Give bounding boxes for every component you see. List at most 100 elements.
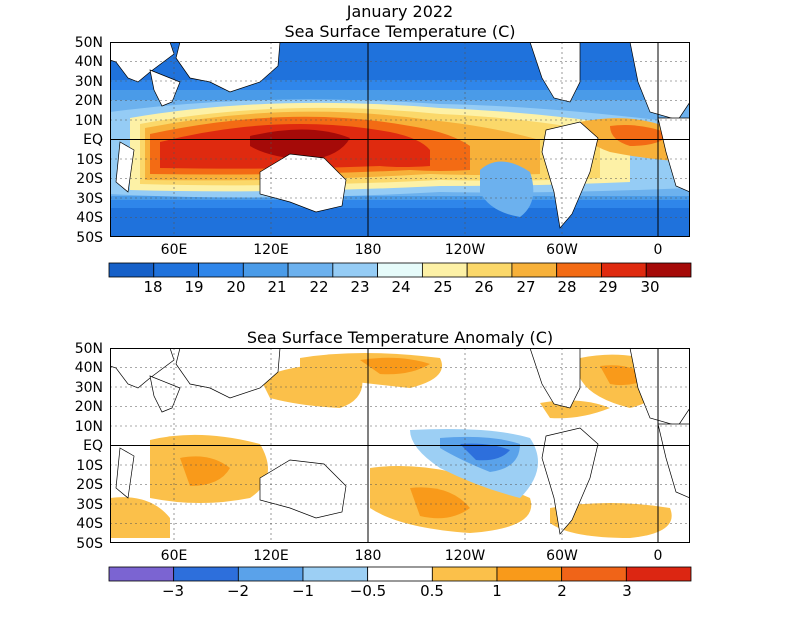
sst-land-asia — [175, 42, 281, 93]
anomaly-colorbar-label: 2 — [557, 582, 567, 600]
anomaly-lon-label: 180 — [354, 548, 382, 564]
anomaly-colorbar-swatch — [302, 566, 369, 582]
sst-colorbar-swatch — [198, 262, 244, 278]
anomaly-land-asia — [175, 348, 281, 399]
anomaly-map — [110, 348, 690, 543]
anomaly-lat-label: 30S — [76, 497, 103, 513]
sst-lat-label: 20N — [74, 93, 103, 109]
sst-colorbar-swatch — [287, 262, 334, 278]
anomaly-lon-label: 120E — [253, 548, 289, 564]
anomaly-lat-label: EQ — [83, 438, 103, 454]
sst-lat-label: 30S — [76, 191, 103, 207]
sst-land-australia — [259, 153, 347, 213]
sst-lat-label: 20S — [76, 171, 103, 187]
anomaly-colorbar-label: −3 — [161, 582, 185, 600]
anomaly-colorbar-swatch — [237, 566, 304, 582]
anomaly-panel-title: Sea Surface Temperature Anomaly (C) — [246, 328, 554, 347]
sst-colorbar-swatch — [601, 262, 647, 278]
sst-map — [110, 42, 690, 237]
anomaly-colorbar-label: −0.5 — [349, 582, 387, 600]
sst-colorbar-swatch — [511, 262, 558, 278]
sst-colorbar-label: 30 — [640, 278, 660, 296]
sst-colorbar-label: 26 — [474, 278, 494, 296]
anomaly-colorbar-swatch — [173, 566, 239, 582]
sst-colorbar-swatch — [332, 262, 379, 278]
sst-lat-label: 10N — [74, 113, 103, 129]
sst-colorbar-label: 20 — [226, 278, 246, 296]
sst-lat-label: 10S — [76, 152, 103, 168]
anomaly-lat-label: 40N — [74, 360, 103, 376]
sst-colorbar-swatch — [421, 262, 468, 278]
anomaly-lat-label: 20S — [76, 477, 103, 493]
sst-colorbar-label: 25 — [433, 278, 453, 296]
anomaly-lat-label: 10S — [76, 458, 103, 474]
sst-colorbar-swatch — [645, 262, 692, 278]
sst-land-africa — [657, 117, 690, 193]
sst-lat-label: 50S — [76, 230, 103, 246]
sst-map-frame — [110, 42, 690, 237]
anomaly-lat-label: 10N — [74, 419, 103, 435]
sst-lon-label: 60W — [546, 242, 578, 258]
sst-lat-label: 30N — [74, 74, 103, 90]
sst-colorbar-swatch — [556, 262, 602, 278]
anomaly-colorbar-label: −2 — [226, 582, 250, 600]
anomaly-land-africa — [657, 423, 690, 499]
anomaly-lon-label: 60E — [160, 548, 188, 564]
sst-lon-label: 120W — [444, 242, 486, 258]
sst-panel-title: Sea Surface Temperature (C) — [284, 22, 516, 41]
anomaly-colorbar — [108, 566, 692, 582]
sst-colorbar-label: 21 — [267, 278, 287, 296]
sst-colorbar-swatch — [466, 262, 513, 278]
sst-colorbar-swatch — [153, 262, 199, 278]
anomaly-land-middle-east — [110, 348, 175, 389]
anomaly-lon-label: 0 — [653, 548, 663, 564]
anomaly-colorbar-label: 3 — [622, 582, 632, 600]
anomaly-colorbar-label: 1 — [492, 582, 502, 600]
sst-colorbar-label: 24 — [391, 278, 411, 296]
anomaly-colorbar-swatch — [108, 566, 175, 582]
anomaly-land-australia — [259, 459, 347, 519]
sst-colorbar-label: 27 — [516, 278, 536, 296]
anomaly-lat-label: 20N — [74, 399, 103, 415]
sst-gridlines — [110, 42, 690, 237]
sst-land-north-america — [529, 42, 581, 103]
sst-colorbar-swatch — [108, 262, 155, 278]
anomaly-lat-label: 30N — [74, 380, 103, 396]
anomaly-land-india — [149, 375, 181, 413]
anomaly-colorbar-swatch — [496, 566, 563, 582]
anomaly-colorbar-swatch — [431, 566, 498, 582]
anomaly-lon-label: 120W — [444, 548, 486, 564]
anomaly-lat-label: 50S — [76, 536, 103, 552]
sst-colorbar-label: 29 — [598, 278, 618, 296]
anomaly-colorbar-swatch — [561, 566, 627, 582]
sst-lon-label: 180 — [354, 242, 382, 258]
sst-lon-label: 120E — [253, 242, 289, 258]
anomaly-land-south-america — [541, 427, 599, 535]
sst-lat-label: 40S — [76, 210, 103, 226]
sst-land-africa-east — [115, 141, 135, 193]
anomaly-land-africa-east — [115, 447, 135, 499]
sst-lat-label: EQ — [83, 132, 103, 148]
sst-land-middle-east — [110, 42, 175, 83]
sst-lon-label: 0 — [653, 242, 663, 258]
anomaly-lon-label: 60W — [546, 548, 578, 564]
figure-title: January 2022 — [346, 2, 454, 21]
sst-colorbar-label: 22 — [309, 278, 329, 296]
anomaly-lat-label: 40S — [76, 516, 103, 532]
sst-land-india — [149, 69, 181, 107]
anomaly-colorbar-label: 0.5 — [420, 582, 444, 600]
anomaly-colorbar-label: −1 — [291, 582, 315, 600]
anomaly-land-north-america — [529, 348, 581, 409]
sst-colorbar-label: 23 — [350, 278, 370, 296]
anomaly-gridlines — [110, 348, 690, 543]
anomaly-colorbar-swatch — [367, 566, 433, 582]
sst-colorbar-label: 28 — [557, 278, 577, 296]
sst-colorbar-label: 19 — [184, 278, 204, 296]
sst-colorbar-swatch — [377, 262, 423, 278]
sst-colorbar-swatch — [242, 262, 289, 278]
sst-lon-label: 60E — [160, 242, 188, 258]
sst-colorbar — [108, 262, 692, 278]
anomaly-colorbar-swatch — [625, 566, 692, 582]
sst-land-south-america — [541, 121, 599, 229]
anomaly-map-frame — [110, 348, 690, 543]
